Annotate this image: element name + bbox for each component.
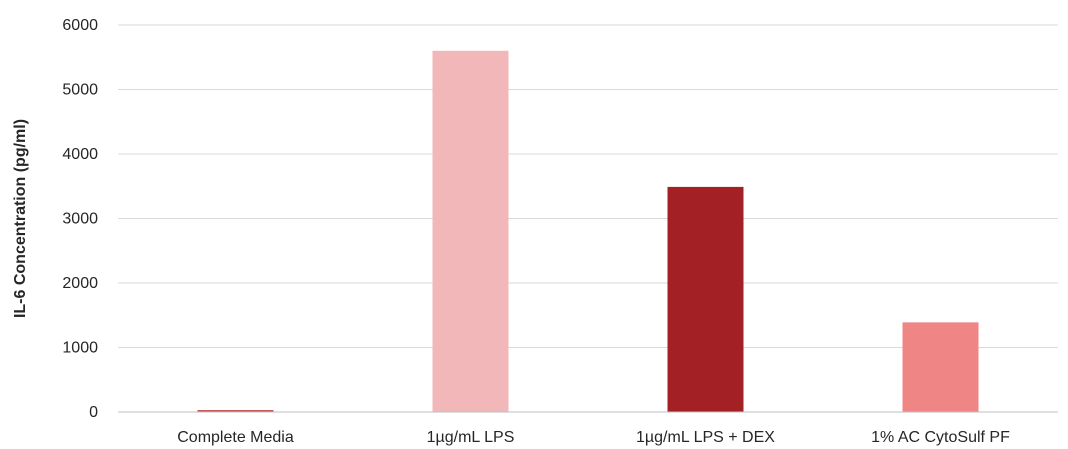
bar: [432, 50, 509, 413]
y-axis-tick-labels: 0 1000 2000 3000 4000 5000 6000: [62, 17, 98, 421]
y-tick-label: 0: [89, 404, 98, 421]
x-tick-label: Complete Media: [177, 429, 294, 446]
y-tick-label: 3000: [62, 211, 98, 228]
x-tick-label: 1% AC CytoSulf PF: [871, 429, 1010, 446]
y-tick-label: 2000: [62, 275, 98, 292]
y-tick-label: 5000: [62, 82, 98, 99]
y-axis-title: IL-6 Concentration (pg/ml): [12, 119, 29, 318]
y-tick-label: 6000: [62, 17, 98, 34]
gridlines: [118, 24, 1058, 348]
bar: [667, 186, 744, 412]
x-tick-label: 1µg/mL LPS + DEX: [636, 429, 775, 446]
y-tick-label: 4000: [62, 146, 98, 163]
x-axis-category-labels: Complete Media 1µg/mL LPS 1µg/mL LPS + DEX…: [177, 429, 1010, 446]
bar: [902, 322, 979, 412]
bar: [197, 410, 274, 412]
x-tick-label: 1µg/mL LPS: [427, 429, 515, 446]
y-tick-label: 1000: [62, 340, 98, 357]
bars: [197, 50, 979, 413]
